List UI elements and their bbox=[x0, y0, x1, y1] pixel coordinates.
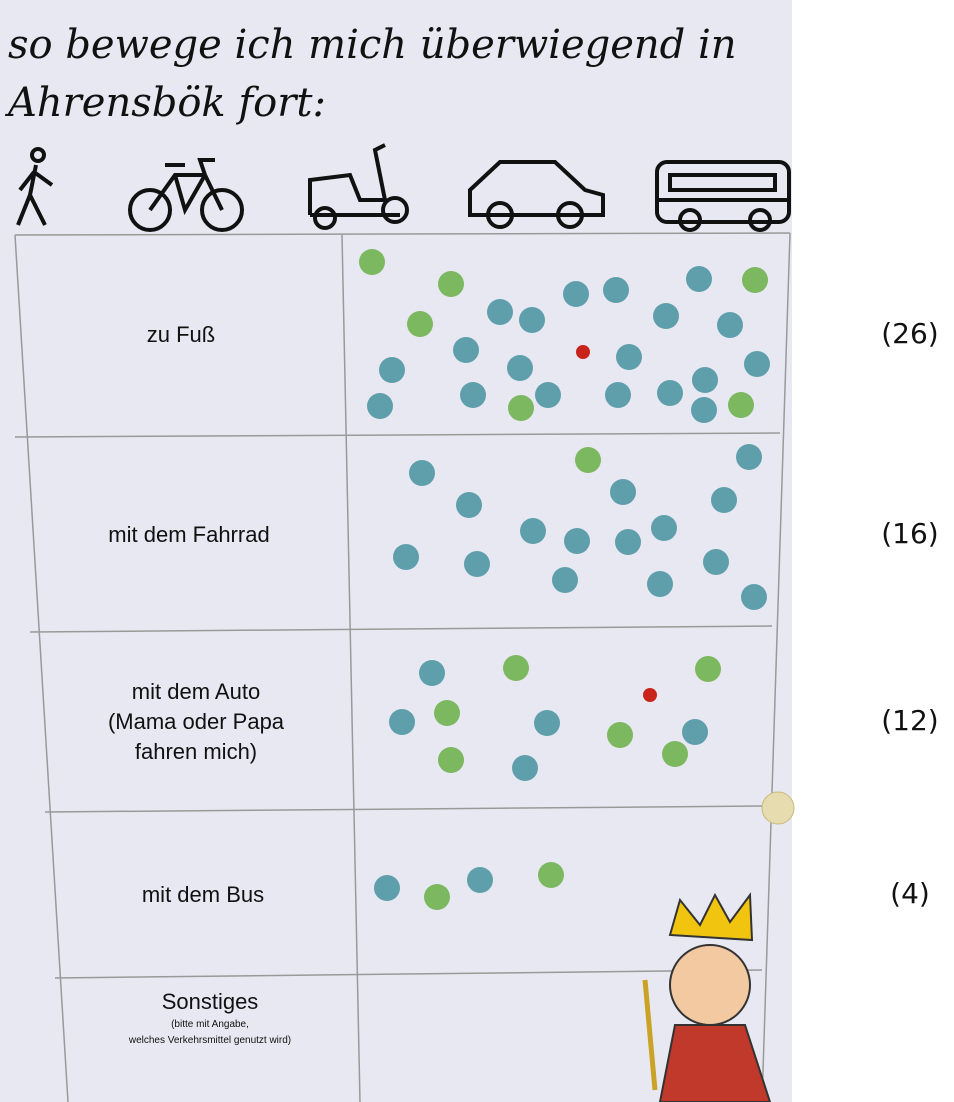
vote-dot bbox=[657, 380, 683, 406]
vote-dot bbox=[512, 755, 538, 781]
vote-dot bbox=[538, 862, 564, 888]
label-line: mit dem Auto bbox=[40, 677, 352, 707]
vote-dot bbox=[686, 266, 712, 292]
vote-dot bbox=[682, 719, 708, 745]
vote-dot bbox=[407, 311, 433, 337]
vote-dot bbox=[711, 487, 737, 513]
vote-dot bbox=[438, 271, 464, 297]
vote-dot bbox=[379, 357, 405, 383]
label-line: mit dem Fahrrad bbox=[30, 520, 348, 550]
vote-dot bbox=[503, 655, 529, 681]
vote-dot bbox=[456, 492, 482, 518]
label-line: zu Fuß bbox=[20, 320, 342, 350]
vote-dot bbox=[736, 444, 762, 470]
vote-dot bbox=[692, 367, 718, 393]
vote-dot bbox=[616, 344, 642, 370]
label-line: mit dem Bus bbox=[50, 880, 356, 910]
title-line: so bewege ich mich überwiegend in bbox=[8, 22, 737, 68]
row-label: mit dem Bus bbox=[50, 880, 356, 910]
vote-dot bbox=[603, 277, 629, 303]
vote-dot bbox=[703, 549, 729, 575]
vote-dot bbox=[434, 700, 460, 726]
vote-dot bbox=[691, 397, 717, 423]
vote-dot bbox=[610, 479, 636, 505]
vote-count: (16) bbox=[870, 517, 950, 550]
vote-dot bbox=[535, 382, 561, 408]
vote-dot bbox=[424, 884, 450, 910]
label-line: fahren mich) bbox=[40, 737, 352, 767]
label-line: (bitte mit Angabe, bbox=[60, 1017, 360, 1033]
row-label: zu Fuß bbox=[20, 320, 342, 350]
vote-dot bbox=[564, 528, 590, 554]
vote-dot bbox=[409, 460, 435, 486]
table-graphics bbox=[0, 0, 954, 1102]
pin bbox=[762, 792, 794, 824]
vote-dot bbox=[695, 656, 721, 682]
vote-dot bbox=[662, 741, 688, 767]
vote-dot bbox=[520, 518, 546, 544]
vote-dot bbox=[651, 515, 677, 541]
vote-dot bbox=[605, 382, 631, 408]
vote-dot bbox=[508, 395, 534, 421]
vote-dot bbox=[393, 544, 419, 570]
vote-dot bbox=[534, 710, 560, 736]
vote-dots bbox=[359, 249, 770, 910]
vote-dot bbox=[419, 660, 445, 686]
vote-dot bbox=[507, 355, 533, 381]
vote-dot bbox=[742, 267, 768, 293]
vote-dot bbox=[487, 299, 513, 325]
vote-dot bbox=[438, 747, 464, 773]
vote-dot bbox=[389, 709, 415, 735]
vote-dot bbox=[367, 393, 393, 419]
vote-dot bbox=[453, 337, 479, 363]
vote-dot bbox=[575, 447, 601, 473]
vote-dot bbox=[647, 571, 673, 597]
vote-dot bbox=[374, 875, 400, 901]
vote-count: (4) bbox=[870, 877, 950, 910]
vote-count: (12) bbox=[870, 704, 950, 737]
vote-dot bbox=[643, 688, 657, 702]
king-illustration bbox=[645, 895, 770, 1102]
title-line: Ahrensbök fort: bbox=[8, 80, 326, 126]
vote-dot bbox=[464, 551, 490, 577]
vote-dot bbox=[467, 867, 493, 893]
vote-dot bbox=[653, 303, 679, 329]
vote-dot bbox=[717, 312, 743, 338]
vote-dot bbox=[615, 529, 641, 555]
label-line: (Mama oder Papa bbox=[40, 707, 352, 737]
vote-dot bbox=[741, 584, 767, 610]
label-line: Sonstiges bbox=[60, 987, 360, 1017]
vote-dot bbox=[728, 392, 754, 418]
vote-dot bbox=[359, 249, 385, 275]
vote-dot bbox=[576, 345, 590, 359]
transport-icons bbox=[18, 145, 789, 230]
vote-dot bbox=[519, 307, 545, 333]
vote-dot bbox=[607, 722, 633, 748]
row-label: mit dem Fahrrad bbox=[30, 520, 348, 550]
vote-dot bbox=[460, 382, 486, 408]
row-label: Sonstiges(bitte mit Angabe,welches Verke… bbox=[60, 987, 360, 1049]
vote-dot bbox=[552, 567, 578, 593]
page: so bewege ich mich überwiegend in Ahrens… bbox=[0, 0, 954, 1102]
label-line: welches Verkehrsmittel genutzt wird) bbox=[60, 1033, 360, 1049]
vote-dot bbox=[744, 351, 770, 377]
vote-count: (26) bbox=[870, 317, 950, 350]
vote-dot bbox=[563, 281, 589, 307]
